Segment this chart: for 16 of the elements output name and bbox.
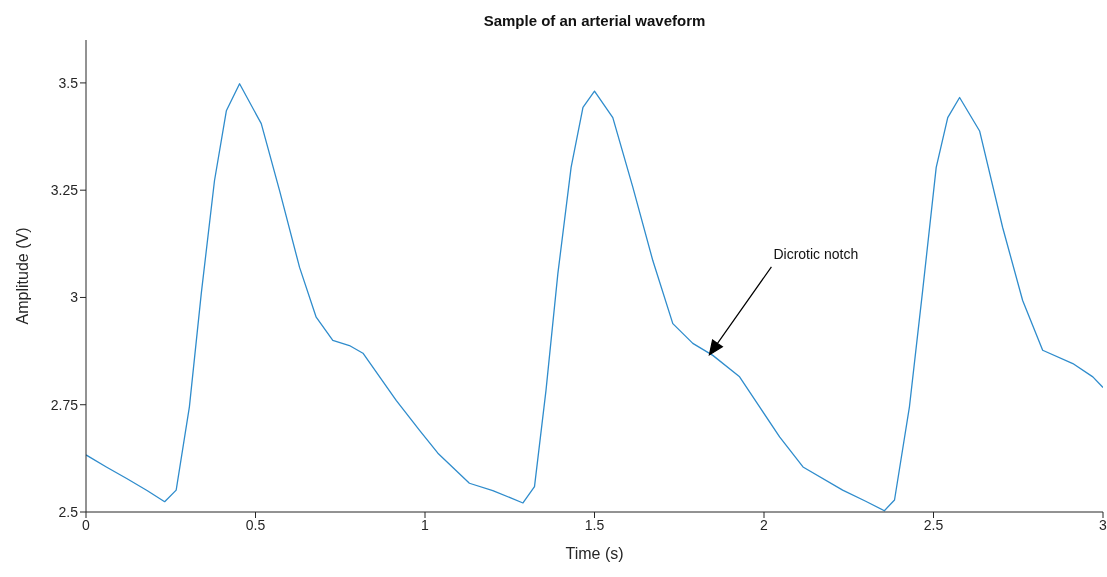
y-axis-title: Amplitude (V) [13, 227, 31, 325]
y-tick-label: 3.25 [50, 182, 79, 199]
annotation: Dicrotic notch [773, 245, 859, 262]
y-tick-label: 3 [70, 289, 79, 306]
x-tick-label: 1.5 [584, 516, 605, 533]
x-tick-label: 2.5 [923, 516, 944, 533]
y-tick-label: 2.5 [58, 503, 79, 520]
x-tick-label: 2 [760, 516, 769, 533]
x-tick-label: 1 [421, 516, 430, 533]
y-tick-label: 2.75 [50, 396, 79, 413]
x-tick-label: 0 [82, 516, 91, 533]
chart-title: Sample of an arterial waveform [482, 12, 707, 29]
x-axis-title: Time (s) [565, 545, 624, 562]
x-tick-label: 3 [1099, 516, 1107, 533]
x-tick-label: 0.5 [245, 516, 266, 533]
y-tick-label: 3.5 [58, 74, 79, 91]
